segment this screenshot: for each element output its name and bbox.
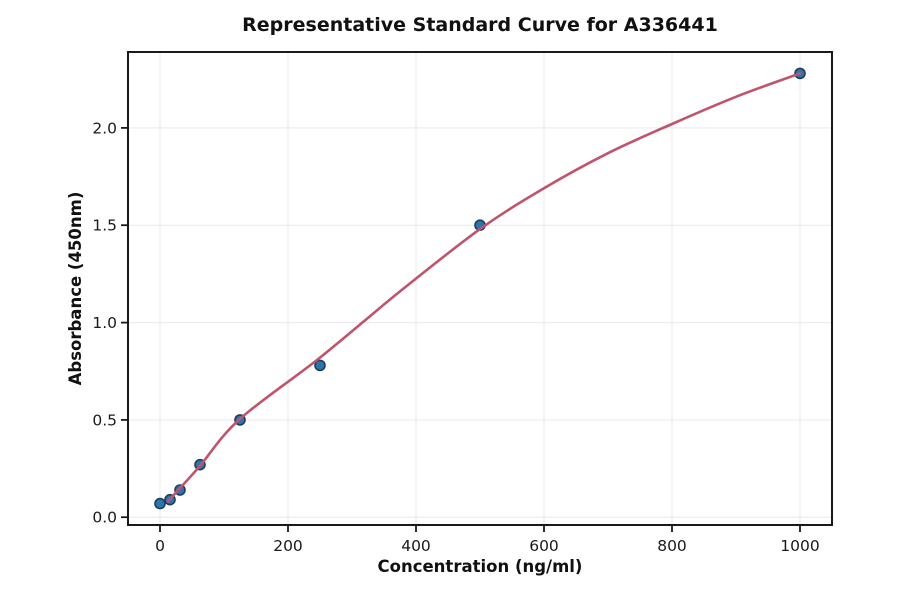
fit-curve	[166, 72, 802, 503]
x-tick-label: 600	[529, 537, 559, 555]
y-axis-label: Absorbance (450nm)	[66, 192, 85, 386]
y-tick-label: 1.0	[92, 314, 117, 332]
tick-layer: 0 200 400 600 800 1000 0.0 0.5 1.0 1.5 2.0	[92, 119, 819, 555]
x-tick-label: 200	[273, 537, 303, 555]
y-tick-label: 0.5	[92, 411, 117, 429]
chart-title: Representative Standard Curve for A33644…	[242, 14, 718, 36]
grid-layer	[128, 52, 832, 525]
data-point	[314, 359, 326, 372]
x-tick-label: 0	[155, 537, 165, 555]
x-tick-label: 400	[401, 537, 431, 555]
x-tick-label: 1000	[780, 537, 819, 555]
y-tick-label: 2.0	[92, 119, 117, 137]
plot-frame	[127, 51, 833, 526]
x-tick-label: 800	[657, 537, 687, 555]
frame-layer	[127, 51, 833, 526]
x-axis-label: Concentration (ng/ml)	[378, 557, 583, 576]
y-tick-label: 1.5	[92, 217, 117, 235]
y-tick-label: 0.0	[92, 509, 117, 527]
data-layer	[154, 67, 806, 510]
data-point	[154, 497, 166, 510]
